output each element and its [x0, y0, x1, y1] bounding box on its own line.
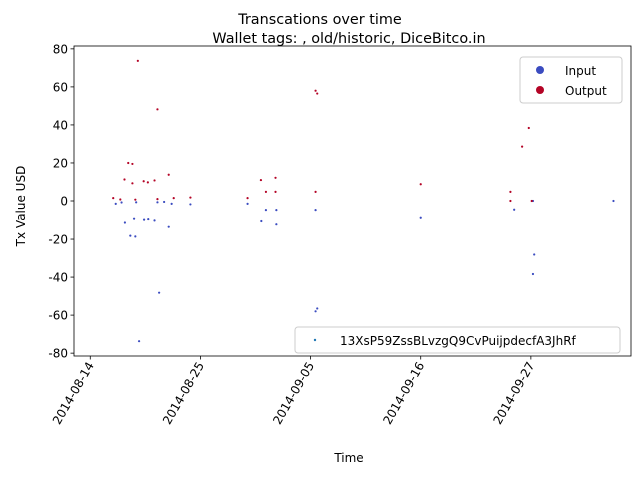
- output-point: [136, 59, 139, 62]
- series-legend-box: [294, 326, 621, 354]
- input-point: [134, 235, 137, 238]
- output-point: [134, 198, 137, 201]
- output-point: [314, 89, 317, 92]
- input-point: [114, 202, 117, 205]
- series-legend-marker: [313, 338, 317, 342]
- chart-title: Transcations over time: [237, 12, 402, 28]
- input-point: [123, 221, 127, 224]
- input-point: [170, 202, 173, 205]
- output-point: [509, 190, 512, 193]
- input-point: [275, 209, 278, 212]
- x-axis: 2014-08-14 2014-08-25 2014-09-05 2014-09-16…: [50, 356, 537, 427]
- output-point: [156, 108, 159, 111]
- legend-input-marker: [536, 66, 544, 74]
- output-point: [259, 178, 263, 182]
- output-point: [142, 180, 145, 183]
- input-point: [142, 218, 146, 221]
- y-tick-label: -80: [48, 347, 68, 361]
- y-axis-label: Tx Value USD: [14, 166, 28, 248]
- x-axis-label: Time: [333, 451, 363, 465]
- y-tick-label: 80: [53, 42, 68, 56]
- input-point: [314, 209, 317, 212]
- output-point: [521, 145, 524, 148]
- output-point: [172, 197, 175, 200]
- input-point: [264, 209, 268, 212]
- output-point: [123, 178, 126, 181]
- x-tick-label: 2014-08-25: [160, 360, 207, 427]
- input-point: [246, 202, 249, 205]
- output-point: [146, 181, 149, 184]
- input-point: [132, 217, 136, 220]
- output-point: [264, 190, 268, 193]
- x-tick-label: 2014-09-27: [490, 360, 537, 427]
- legend-output-label: Output: [565, 84, 607, 98]
- input-point: [156, 201, 159, 204]
- chart-subtitle: Wallet tags: , old/historic, DiceBitco.i…: [212, 31, 485, 47]
- output-point: [509, 199, 512, 203]
- output-point: [274, 176, 277, 179]
- y-tick-label: -40: [48, 271, 68, 285]
- input-point: [163, 200, 166, 204]
- legend-output-marker: [536, 86, 544, 94]
- input-point: [513, 208, 516, 211]
- input-point: [316, 307, 319, 310]
- y-tick-label: -60: [48, 309, 68, 323]
- output-point: [316, 92, 319, 95]
- x-tick-label: 2014-08-14: [50, 360, 97, 427]
- input-point: [153, 219, 156, 222]
- input-point: [158, 291, 161, 294]
- output-point: [246, 197, 249, 200]
- y-tick-label: 0: [60, 195, 68, 209]
- input-point: [129, 234, 132, 237]
- y-tick-label: -20: [48, 233, 68, 247]
- series-legend-label: 13XsP59ZssBLvzgQ9CvPuijpdecfA3JhRf: [340, 334, 577, 348]
- x-tick-label: 2014-09-16: [380, 360, 427, 427]
- plot-points: [112, 59, 615, 343]
- input-point: [147, 217, 150, 221]
- output-point: [314, 190, 317, 193]
- output-point: [131, 162, 134, 166]
- legend-box: [519, 56, 623, 104]
- output-point: [119, 198, 122, 201]
- input-point: [137, 340, 141, 343]
- input-point: [612, 199, 615, 203]
- output-point: [189, 196, 192, 199]
- y-tick-label: 20: [53, 156, 68, 170]
- y-tick-label: 60: [53, 80, 68, 94]
- input-point: [533, 253, 536, 256]
- input-point: [275, 223, 278, 226]
- legend-lower-right: 13XsP59ZssBLvzgQ9CvPuijpdecfA3JhRf: [294, 326, 621, 354]
- input-point: [120, 201, 123, 204]
- x-tick-label: 2014-09-05: [270, 360, 317, 427]
- input-point: [531, 272, 535, 276]
- output-point: [131, 182, 134, 185]
- output-point: [153, 179, 156, 182]
- y-tick-label: 40: [53, 118, 68, 132]
- output-point: [274, 190, 277, 193]
- output-point: [527, 126, 530, 130]
- input-point: [260, 219, 263, 223]
- input-point: [419, 216, 422, 219]
- output-point: [127, 161, 130, 165]
- input-point: [314, 310, 317, 313]
- output-point: [530, 199, 533, 203]
- input-point: [189, 203, 192, 206]
- input-point: [135, 201, 138, 204]
- legend-input-label: Input: [565, 64, 596, 78]
- output-point: [419, 183, 422, 186]
- legend-top-right: Input Output: [519, 56, 623, 104]
- output-point: [156, 197, 159, 201]
- output-point: [112, 197, 115, 200]
- output-point: [167, 173, 170, 176]
- input-point: [167, 225, 170, 228]
- y-axis: -80 -60 -40 -20 0 20 40 60 80: [48, 42, 74, 361]
